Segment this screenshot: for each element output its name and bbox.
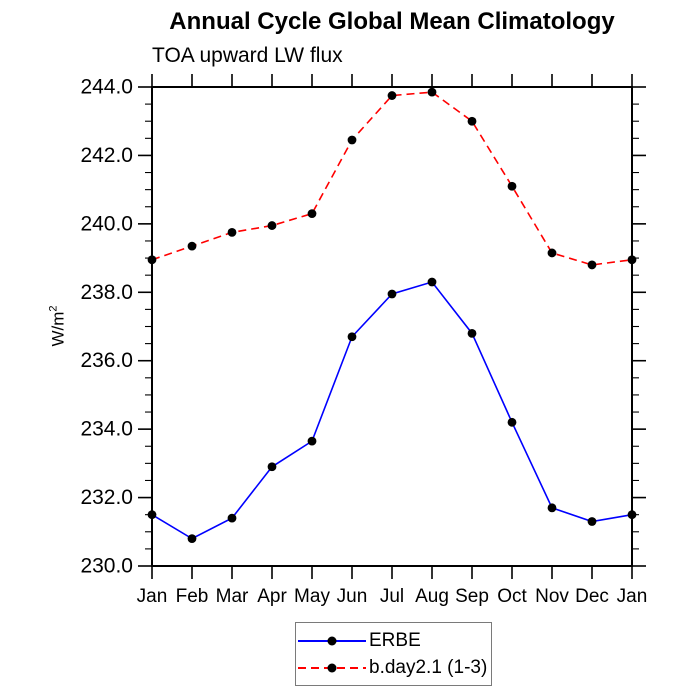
y-tick-label: 238.0 [80, 281, 133, 304]
data-point-marker [147, 255, 157, 265]
data-point-marker [347, 332, 357, 342]
data-point-marker [427, 87, 437, 97]
data-point-marker [147, 510, 157, 520]
x-tick-label: Aug [415, 586, 449, 607]
data-point-marker [187, 534, 197, 544]
data-point-marker [307, 436, 317, 446]
y-tick-label: 232.0 [80, 486, 133, 509]
x-tick-label: Jul [380, 586, 404, 607]
filled-circle-marker-icon [327, 663, 337, 672]
legend-item-bday21: b.day2.1 (1-3) [296, 656, 491, 678]
y-tick-label: 240.0 [80, 212, 133, 235]
x-tick-label: Jun [337, 586, 368, 607]
x-tick-label: Apr [257, 586, 287, 607]
data-point-marker [467, 328, 477, 338]
data-point-marker [267, 462, 277, 472]
data-point-marker [467, 116, 477, 126]
x-tick-label: Oct [497, 586, 527, 607]
x-tick-label: Sep [455, 586, 489, 607]
x-tick-label: Nov [535, 586, 569, 607]
y-tick-label: 244.0 [80, 76, 133, 99]
data-point-marker [427, 277, 437, 287]
y-tick-label: 236.0 [80, 349, 133, 372]
y-axis-ticks [138, 86, 646, 567]
x-axis-ticks [151, 74, 633, 579]
series-line [151, 91, 633, 266]
data-point-marker [387, 289, 397, 299]
x-tick-label: Feb [176, 586, 209, 607]
legend-label: ERBE [369, 629, 421, 651]
chart-title: Annual Cycle Global Mean Climatology [169, 8, 615, 35]
data-point-marker [187, 241, 197, 251]
data-point-marker [587, 260, 597, 270]
legend: ERBE b.day2.1 (1-3) [295, 622, 492, 686]
x-tick-label: Jan [617, 586, 648, 607]
data-point-marker [547, 248, 557, 258]
legend-item-erbe: ERBE [296, 629, 491, 651]
y-tick-label: 242.0 [80, 144, 133, 167]
x-tick-label: Mar [216, 586, 249, 607]
x-tick-label: Jan [137, 586, 168, 607]
x-axis-tick-labels: Jan Feb Mar Apr May Jun Jul Aug Sep Oct Nov Dec Jan [137, 586, 648, 607]
data-point-marker [267, 221, 277, 230]
data-point-marker [227, 513, 237, 523]
legend-line-sample-dashed [298, 658, 366, 678]
data-point-marker [587, 517, 597, 526]
data-point-marker [507, 417, 517, 427]
y-tick-label: 230.0 [80, 555, 133, 578]
data-point-marker [507, 181, 517, 191]
x-tick-label: Dec [575, 586, 609, 607]
filled-circle-marker-icon [327, 636, 337, 645]
legend-label: b.day2.1 (1-3) [369, 656, 488, 678]
data-point-marker [627, 255, 637, 265]
series-b-day2-1-1-3- [147, 87, 637, 270]
plot-frame [151, 86, 633, 567]
data-point-marker [307, 209, 317, 218]
y-axis-tick-labels: 230.0 232.0 234.0 236.0 238.0 240.0 242.0 244.0 [80, 76, 133, 578]
data-point-marker [547, 503, 557, 513]
series-line [151, 281, 633, 540]
legend-line-sample-solid [298, 631, 366, 651]
chart-subtitle: TOA upward LW flux [152, 44, 343, 67]
data-point-marker [387, 91, 397, 100]
series-erbe [147, 277, 637, 544]
data-point-marker [347, 135, 357, 145]
data-point-marker [227, 228, 237, 237]
y-tick-label: 234.0 [80, 418, 133, 441]
data-point-marker [627, 510, 637, 520]
x-tick-label: May [294, 586, 330, 607]
